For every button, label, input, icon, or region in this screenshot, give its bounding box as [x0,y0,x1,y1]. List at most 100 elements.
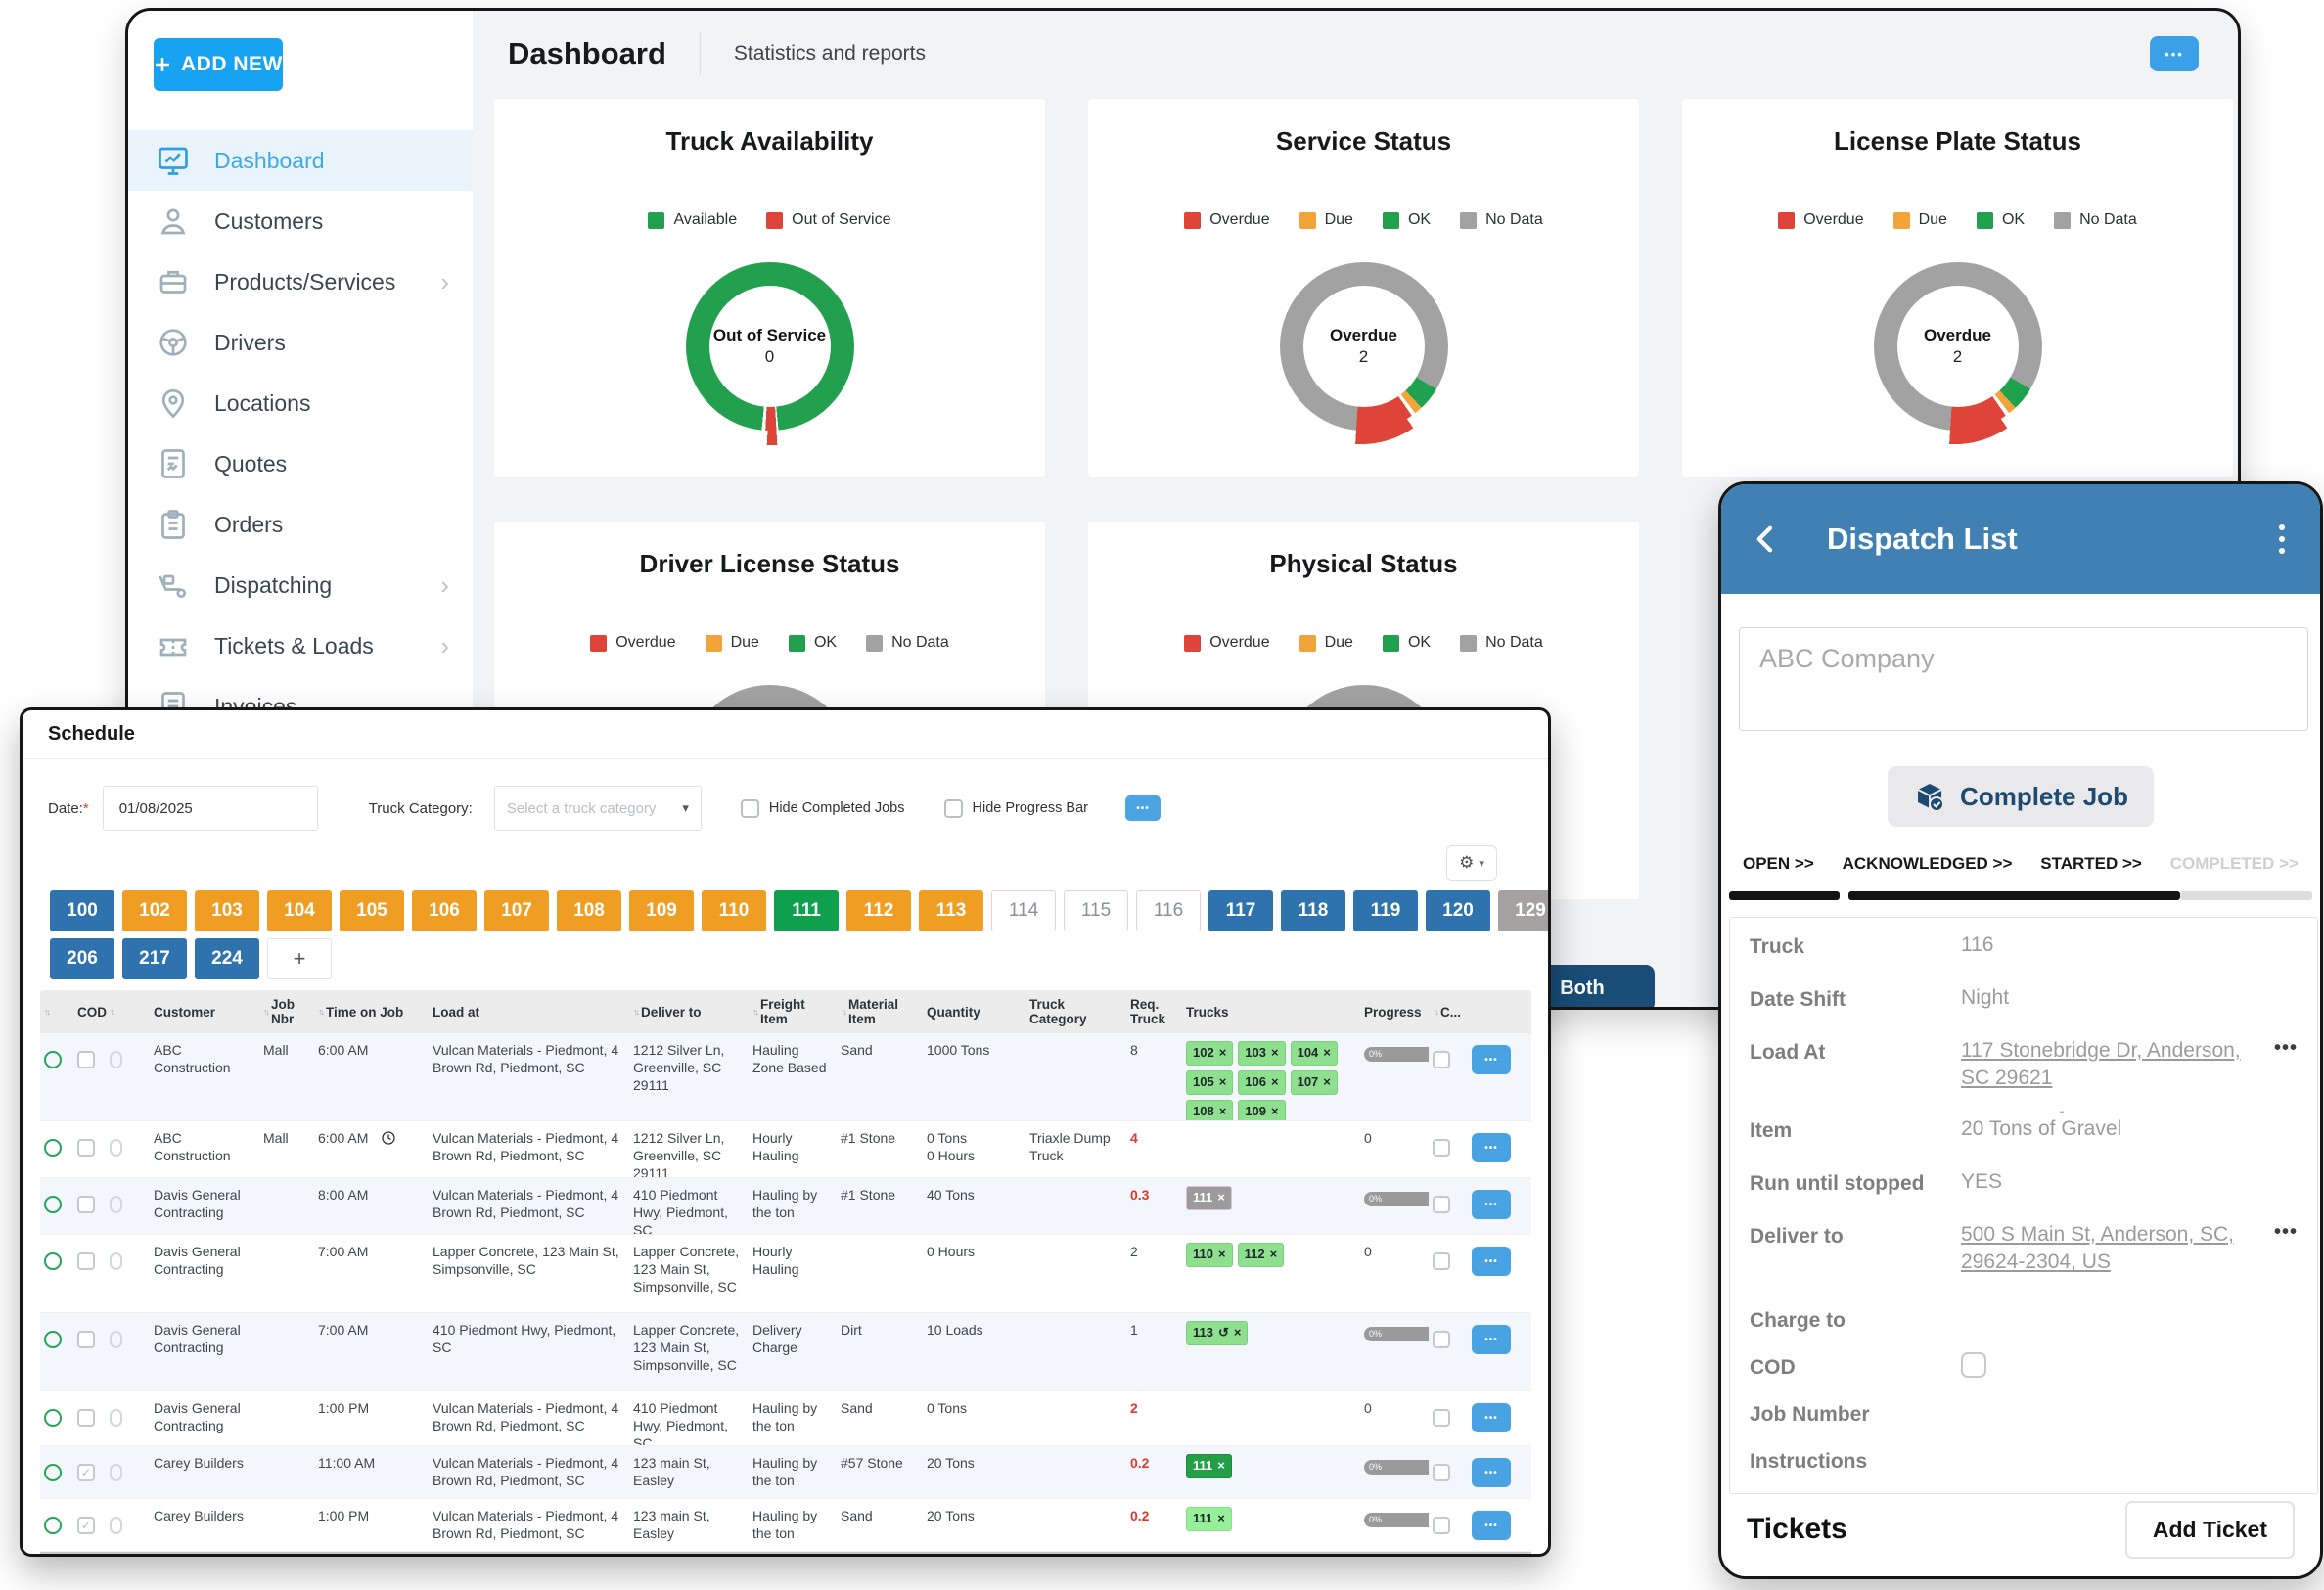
truck-button-112[interactable]: 112 [846,890,911,931]
status-circle-icon[interactable] [44,1409,62,1427]
truck-chip-105[interactable]: 105 × [1186,1069,1234,1095]
row-actions-button[interactable]: ••• [1472,1133,1511,1162]
remove-icon[interactable]: × [1218,1045,1227,1060]
row-actions-button[interactable]: ••• [1472,1325,1511,1354]
column-header-load-at[interactable]: Load at [429,990,629,1033]
row-checkbox[interactable] [1433,1331,1450,1348]
sidebar-item-orders[interactable]: Orders [128,494,473,555]
truck-button-100[interactable]: 100 [50,890,114,931]
status-circle-icon[interactable] [44,1517,62,1534]
truck-button-114[interactable]: 114 [991,890,1056,931]
column-header[interactable]: ↑↓ [106,990,150,1033]
sidebar-item-products-services[interactable]: Products/Services › [128,251,473,312]
remove-icon[interactable]: × [1217,1458,1225,1473]
step-open[interactable]: OPEN >> [1743,854,1814,873]
status-circle-icon[interactable] [44,1331,62,1348]
truck-button-105[interactable]: 105 [340,890,404,931]
remove-icon[interactable]: × [1271,1045,1279,1060]
status-circle-icon[interactable] [44,1252,62,1270]
column-header-time-on-job[interactable]: ↑↓ Time on Job [314,990,429,1033]
cod-checkbox[interactable] [77,1139,95,1157]
column-header-customer[interactable]: Customer [150,990,259,1033]
sidebar-item-locations[interactable]: Locations [128,373,473,433]
sort-icon[interactable]: ↑↓ [44,1007,51,1017]
truck-chip-103[interactable]: 103 × [1238,1041,1286,1066]
cod-checkbox[interactable] [77,1196,95,1213]
truck-button-111[interactable]: 111 [774,890,839,931]
attachment-icon[interactable] [110,1139,122,1157]
table-settings-button[interactable]: ⚙ ▾ [1446,845,1497,881]
truck-chip-113[interactable]: 113 ↺ × [1186,1321,1249,1345]
sort-icon[interactable]: ↑↓ [841,1007,847,1017]
sidebar-item-tickets-loads[interactable]: Tickets & Loads › [128,615,473,676]
truck-button-206[interactable]: 206 [50,938,114,979]
attachment-icon[interactable] [110,1409,122,1427]
column-header[interactable]: ↑↓ [40,990,73,1033]
remove-icon[interactable]: × [1217,1511,1225,1525]
column-header-req-truck[interactable]: Req. Truck [1126,990,1182,1033]
column-header-progress[interactable]: Progress [1360,990,1429,1033]
truck-chip-111[interactable]: 111 × [1186,1454,1232,1478]
cod-checkbox[interactable]: ✓ [77,1517,95,1534]
status-circle-icon[interactable] [44,1196,62,1213]
row-checkbox[interactable] [1433,1517,1450,1534]
step-completed[interactable]: COMPLETED >> [2169,854,2299,873]
row-actions-button[interactable]: ••• [1472,1190,1511,1219]
truck-button-113[interactable]: 113 [919,890,983,931]
attachment-icon[interactable] [110,1252,122,1270]
remove-icon[interactable]: × [1218,1073,1227,1089]
status-circle-icon[interactable] [44,1139,62,1157]
remove-icon[interactable]: × [1269,1247,1278,1261]
truck-chip-108[interactable]: 108 × [1186,1099,1234,1120]
attachment-icon[interactable] [110,1331,122,1348]
remove-icon[interactable]: × [1323,1045,1331,1060]
status-circle-icon[interactable] [44,1464,62,1481]
row-actions-button[interactable]: ••• [1472,1403,1511,1432]
row-checkbox[interactable] [1433,1252,1450,1270]
more-options-icon[interactable]: ••• [2273,1037,2298,1059]
truck-chip-110[interactable]: 110 × [1186,1243,1233,1267]
truck-chip-104[interactable]: 104 × [1290,1041,1338,1066]
cod-checkbox[interactable] [1961,1352,1986,1378]
truck-chip-111[interactable]: 111 × [1186,1186,1232,1210]
truck-chip-112[interactable]: 112 × [1237,1243,1285,1267]
sort-icon[interactable]: ↑↓ [752,1007,759,1017]
truck-button-129[interactable]: 129 [1498,890,1548,931]
kebab-menu-icon[interactable] [2273,519,2291,560]
truck-chip-106[interactable]: 106 × [1238,1069,1286,1095]
column-header-job-nbr[interactable]: ↑↓ Job Nbr [259,990,314,1033]
column-header-truck-category[interactable]: Truck Category [1025,990,1126,1033]
truck-chip-109[interactable]: 109 × [1238,1099,1286,1120]
sort-icon[interactable]: ↑↓ [263,1007,270,1017]
row-actions-button[interactable]: ••• [1472,1045,1511,1074]
column-header-trucks[interactable]: Trucks [1182,990,1360,1033]
add-truck-button[interactable]: + [267,938,332,979]
row-actions-button[interactable]: ••• [1472,1458,1511,1487]
truck-button-109[interactable]: 109 [629,890,694,931]
attachment-icon[interactable] [110,1196,122,1213]
cod-checkbox[interactable] [77,1252,95,1270]
dashboard-menu-button[interactable]: ••• [2150,36,2199,71]
add-new-button[interactable]: ADD NEW [154,38,283,91]
truck-category-select[interactable]: Select a truck category ▾ [493,786,702,831]
column-header-material-item[interactable]: ↑↓ Material Item [837,990,923,1033]
truck-button-116[interactable]: 116 [1136,890,1201,931]
row-checkbox[interactable] [1433,1409,1450,1427]
back-icon[interactable] [1751,524,1780,554]
complete-job-button[interactable]: Complete Job [1888,766,2154,827]
row-checkbox[interactable] [1433,1139,1450,1157]
truck-button-117[interactable]: 117 [1208,890,1273,931]
row-actions-button[interactable]: ••• [1472,1247,1511,1276]
column-header-quantity[interactable]: Quantity [923,990,1025,1033]
sidebar-item-quotes[interactable]: Quotes [128,433,473,494]
truck-button-110[interactable]: 110 [702,890,766,931]
field-value-link[interactable]: 500 S Main St, Anderson, SC, 29624-2304,… [1961,1223,2234,1274]
sidebar-item-dispatching[interactable]: Dispatching › [128,555,473,615]
sort-icon[interactable]: ↑↓ [110,1007,116,1017]
row-checkbox[interactable] [1433,1196,1450,1213]
column-header-deliver-to[interactable]: ↑↓ Deliver to [629,990,749,1033]
truck-button-118[interactable]: 118 [1281,890,1345,931]
sort-icon[interactable]: ↑↓ [318,1007,325,1017]
row-actions-button[interactable]: ••• [1472,1511,1511,1540]
truck-button-107[interactable]: 107 [484,890,549,931]
